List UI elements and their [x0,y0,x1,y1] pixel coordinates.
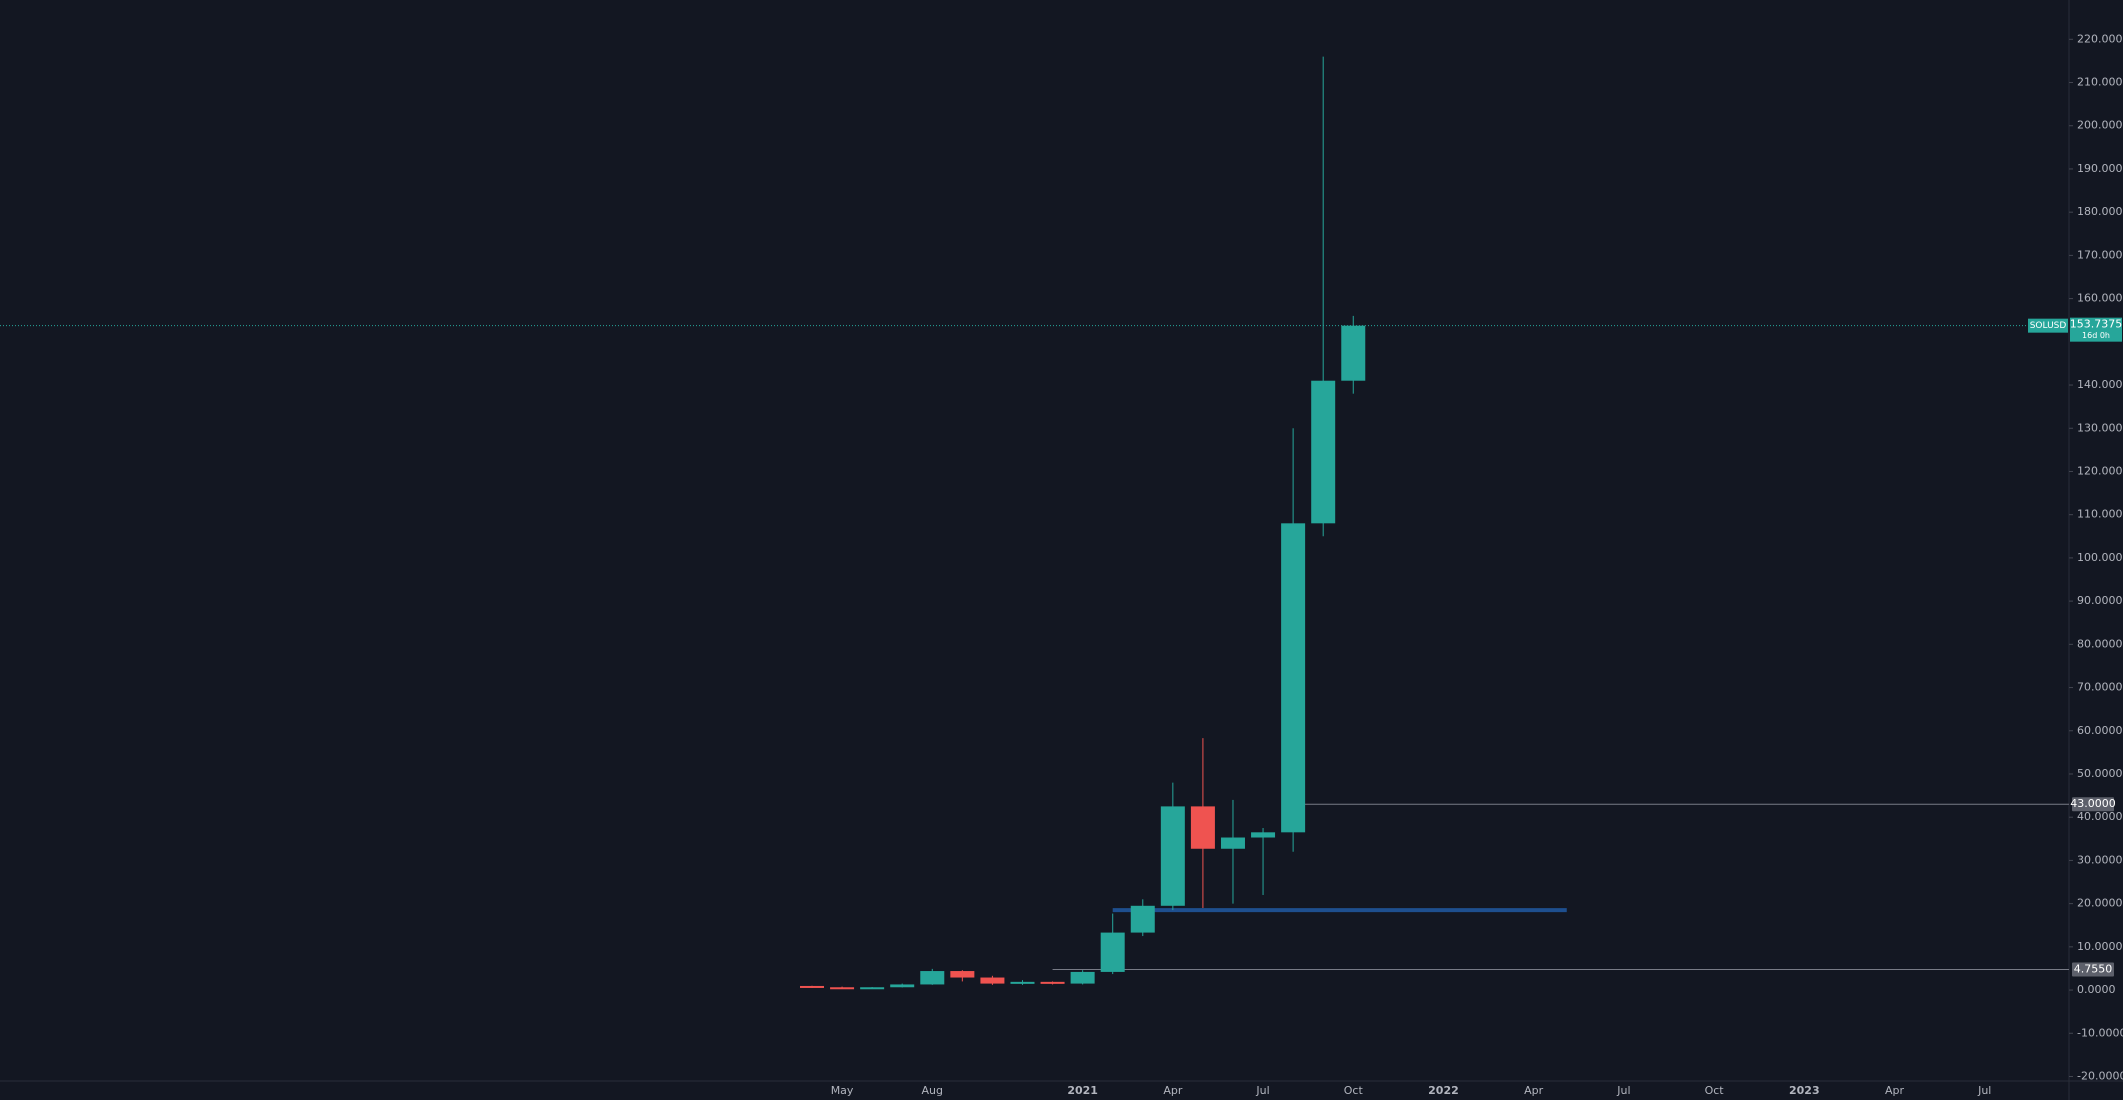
candle-body [1010,981,1035,984]
y-tick-label: 220.0000 [2077,32,2123,45]
candle-body [1341,325,1366,381]
y-tick-label: 70.0000 [2077,681,2123,694]
y-tick-label: 80.0000 [2077,637,2123,650]
y-tick-label: 130.0000 [2077,421,2123,434]
candle-body [890,984,915,988]
x-tick-label: 2021 [1067,1084,1098,1097]
candle-body [1220,837,1245,849]
y-tick-label: 50.0000 [2077,767,2123,780]
candle-body [1100,932,1125,972]
y-tick-label: 10.0000 [2077,940,2123,953]
level-label-bg [2072,797,2114,812]
y-tick-label: 180.0000 [2077,205,2123,218]
x-tick-label: 2023 [1789,1084,1820,1097]
x-tick-label: Jul [1255,1084,1269,1097]
y-tick-label: 210.0000 [2077,76,2123,89]
x-tick-label: Jul [1616,1084,1630,1097]
x-tick-label: 2022 [1428,1084,1459,1097]
y-tick-label: 90.0000 [2077,594,2123,607]
y-tick-label: 60.0000 [2077,724,2123,737]
symbol-label-bg [2028,318,2068,333]
y-tick-label: 100.0000 [2077,551,2123,564]
y-tick-label: 20.0000 [2077,897,2123,910]
candle-body [830,987,855,990]
candle-body [1070,971,1095,984]
x-tick-label: Jul [1977,1084,1991,1097]
candle-body [860,987,885,990]
x-tick-label: Aug [922,1084,943,1097]
candle-body [980,977,1005,984]
y-tick-label: 110.0000 [2077,508,2123,521]
y-tick-label: 30.0000 [2077,853,2123,866]
y-tick-label: 170.0000 [2077,248,2123,261]
x-tick-label: Oct [1344,1084,1364,1097]
y-tick-label: -20.0000 [2077,1070,2123,1083]
x-tick-label: Apr [1524,1084,1544,1097]
candle-body [920,971,945,985]
price-label-bg [2070,317,2122,342]
level-label: 43.0000 [2070,797,2116,810]
y-tick-label: 160.0000 [2077,292,2123,305]
candle-body [1160,806,1185,906]
level-label: 4.7550 [2074,963,2113,976]
x-tick-label: Oct [1705,1084,1725,1097]
candle-body [1190,806,1215,849]
y-tick-label: 120.0000 [2077,464,2123,477]
candle-body [1311,380,1336,524]
x-tick-label: Apr [1163,1084,1183,1097]
candle-body [950,971,975,978]
countdown-label: 16d 0h [2082,331,2110,340]
y-tick-label: -10.0000 [2077,1026,2123,1039]
candle-body [1281,523,1306,833]
symbol-label: SOLUSD [2030,321,2067,331]
y-tick-label: 200.0000 [2077,119,2123,132]
candle-body [800,985,824,988]
y-tick-label: 140.0000 [2077,378,2123,391]
x-tick-label: Apr [1885,1084,1905,1097]
y-tick-label: 40.0000 [2077,810,2123,823]
y-tick-label: 190.0000 [2077,162,2123,175]
price-label: 153.7375 [2070,318,2123,331]
y-tick-label: 0.0000 [2077,983,2116,996]
level-label-bg [2072,962,2114,977]
x-tick-label: May [831,1084,854,1097]
candle-body [1251,832,1276,838]
candle-body [1040,981,1065,984]
candle-body [1130,905,1155,933]
